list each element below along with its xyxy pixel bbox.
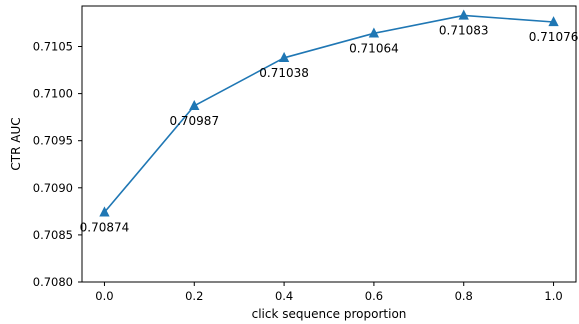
y-tick-label: 0.7090 [33, 181, 73, 195]
data-label-layer: 0.70874 0.70987 0.71038 0.71064 0.71083 0.710… [80, 23, 579, 234]
data-value-label: 0.71083 [439, 23, 489, 37]
x-tick-label: 0.8 [455, 289, 473, 303]
y-tick-label: 0.7085 [33, 228, 73, 242]
data-point-marker [368, 27, 380, 38]
series-layer [99, 9, 559, 217]
data-point-marker [99, 206, 110, 217]
tick-layer: 0.0 0.2 0.4 0.6 0.8 1.0 0.7080 0.7085 0.7090 0.70… [33, 40, 563, 303]
y-tick-label: 0.7105 [33, 40, 73, 54]
data-value-label: 0.71076 [529, 30, 579, 44]
plot-frame [81, 5, 577, 283]
x-tick-label: 0.6 [365, 289, 383, 303]
x-tick-label: 0.2 [185, 289, 203, 303]
data-value-label: 0.70874 [80, 220, 130, 234]
x-tick-label: 1.0 [544, 289, 562, 303]
y-axis-label: CTR AUC [9, 117, 23, 170]
x-tick-label: 0.4 [275, 289, 293, 303]
data-point-marker [458, 9, 469, 20]
data-value-label: 0.71064 [349, 41, 399, 55]
y-tick-label: 0.7100 [33, 87, 73, 101]
series-line [103, 14, 555, 214]
data-point-marker [548, 16, 559, 27]
x-tick-label: 0.0 [95, 289, 113, 303]
y-tick-label: 0.7080 [33, 275, 73, 289]
x-axis-label: click sequence proportion [252, 307, 407, 321]
y-tick-label: 0.7095 [33, 134, 73, 148]
data-value-label: 0.70987 [169, 114, 219, 128]
data-point-marker [278, 51, 290, 62]
data-value-label: 0.71038 [259, 66, 309, 80]
data-point-marker [189, 99, 200, 110]
